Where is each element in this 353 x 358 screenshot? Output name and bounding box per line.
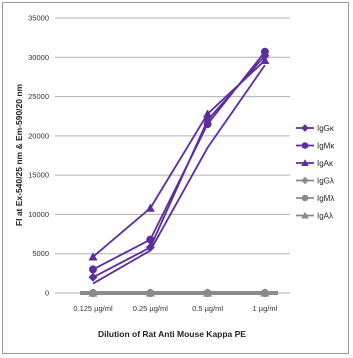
- legend-label: IgMκ: [317, 142, 335, 151]
- x-axis-title: Dilution of Rat Anti Mouse Kappa PE: [98, 329, 246, 339]
- y-tick-label: 0: [45, 289, 49, 298]
- data-point-diamond: [88, 288, 98, 298]
- legend-label: IgGλ: [317, 177, 334, 186]
- y-tick-label: 15000: [28, 171, 49, 180]
- y-tick-label: 25000: [28, 92, 49, 101]
- legend-label: IgAκ: [317, 159, 334, 168]
- y-tick-label: 20000: [28, 131, 49, 140]
- data-point-diamond: [203, 288, 213, 298]
- grid-lines: [55, 17, 290, 294]
- x-tick-label: 0.125 µg/ml: [73, 304, 113, 313]
- y-tick-label: 35000: [28, 14, 49, 23]
- data-point-diamond: [260, 51, 270, 61]
- y-tick-label: 30000: [28, 53, 49, 62]
- legend-label: IgMλ: [317, 194, 334, 203]
- x-tick-label: 0.25 µg/ml: [133, 304, 169, 313]
- y-axis-title: FI at Ex-540/25 nm & Em-590/20 nm: [14, 83, 24, 226]
- data-point-circle: [301, 142, 309, 149]
- series-line: [92, 55, 266, 279]
- data-point-diamond: [301, 124, 309, 132]
- series-line: [92, 59, 266, 258]
- y-tick-label: 10000: [28, 210, 49, 219]
- data-point-diamond: [145, 242, 155, 252]
- data-point-circle: [301, 194, 309, 202]
- legend-label: IgAλ: [317, 212, 333, 221]
- data-point-diamond: [88, 272, 98, 282]
- data-point-triangle: [203, 109, 213, 118]
- data-point-triangle: [301, 159, 309, 167]
- chart-frame: [2, 2, 349, 354]
- y-tick-label: 5000: [32, 249, 49, 258]
- legend: IgGκ IgMκ IgAκ IgGλ IgMλ IgAλ: [296, 124, 335, 221]
- series-line-extra: [92, 64, 266, 285]
- data-point-triangle: [301, 211, 309, 219]
- legend-label: IgGκ: [317, 124, 335, 133]
- y-axis: 0 5000 10000 15000 20000 25000 30000 35000: [28, 14, 49, 298]
- data-point-diamond: [260, 288, 270, 298]
- series-lines: [88, 47, 270, 298]
- data-point-circle: [89, 265, 97, 274]
- x-tick-label: 1 µg/ml: [253, 304, 278, 313]
- data-point-diamond: [145, 288, 155, 298]
- data-point-triangle: [145, 203, 155, 212]
- data-point-diamond: [203, 115, 213, 125]
- data-point-triangle: [88, 252, 98, 261]
- x-tick-label: 0.5 µg/ml: [192, 304, 223, 313]
- data-point-diamond: [301, 176, 309, 185]
